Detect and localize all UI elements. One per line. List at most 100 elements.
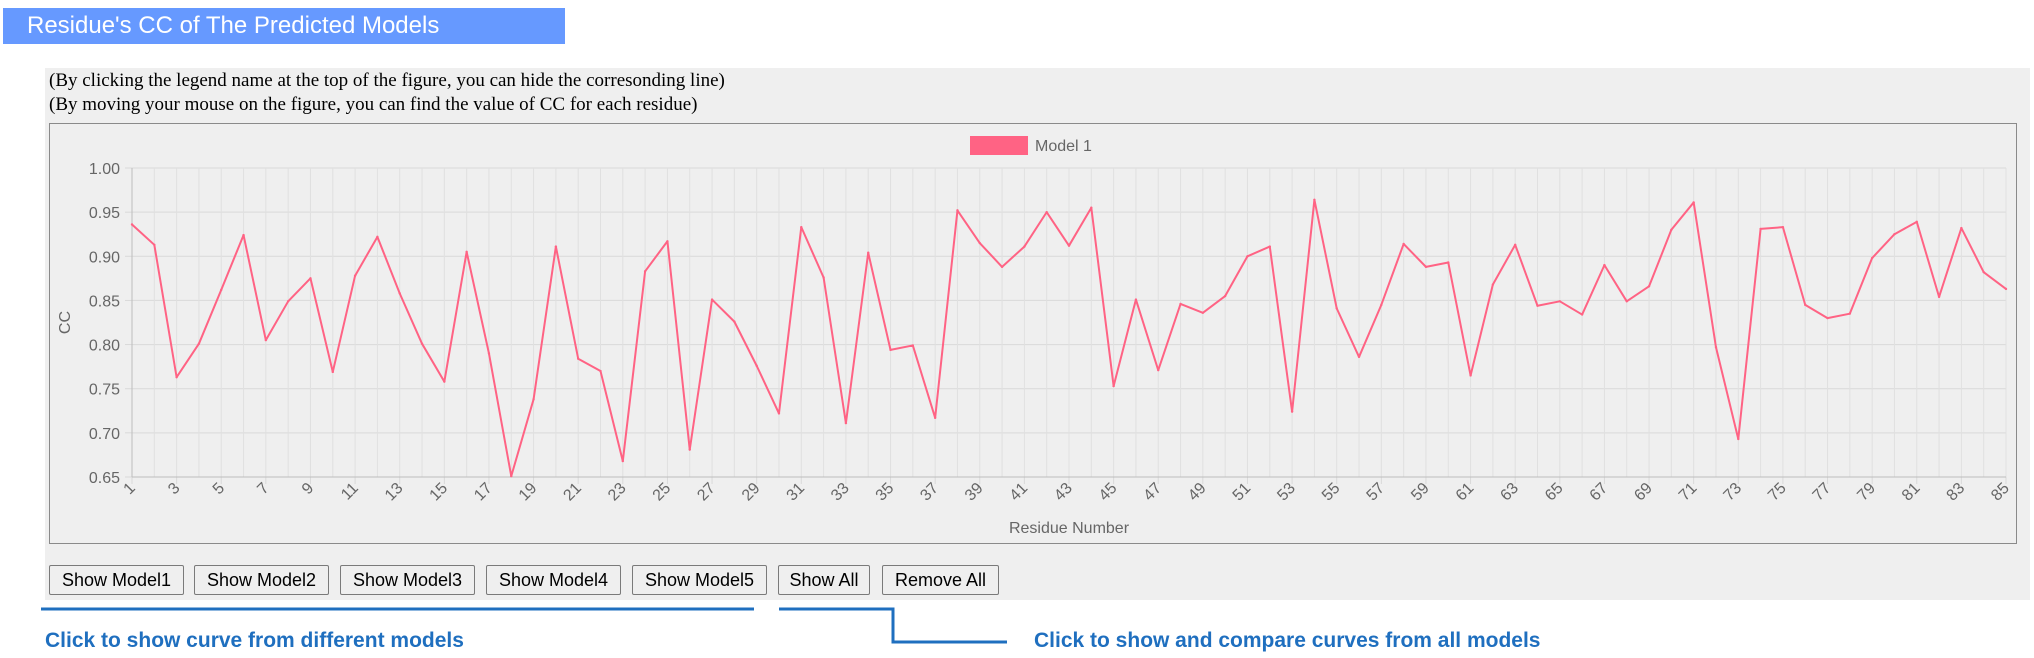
x-tick-label: 67 <box>1587 480 1612 505</box>
legend-swatch[interactable] <box>970 136 1028 155</box>
data-point <box>599 369 602 373</box>
data-point <box>822 276 825 279</box>
x-tick-label: 1 <box>121 480 139 498</box>
x-tick-label: 71 <box>1676 480 1701 505</box>
x-tick-label: 75 <box>1765 480 1790 505</box>
cc-chart[interactable]: 0.65 0.70 0.75 0.80 0.85 0.90 0.95 1.00 1 3 5 7 9 11 1… <box>49 123 2017 544</box>
legend-hint-note: (By clicking the legend name at the top … <box>49 70 725 91</box>
x-tick-label: 59 <box>1408 480 1433 505</box>
remove-all-button[interactable]: Remove All <box>882 565 999 595</box>
data-point <box>844 421 848 425</box>
data-point <box>554 245 558 248</box>
data-point <box>867 251 870 254</box>
data-point <box>1357 355 1361 359</box>
data-point <box>1580 313 1584 316</box>
data-point <box>911 344 915 347</box>
x-tick-label: 29 <box>739 480 764 505</box>
data-point <box>1513 243 1517 247</box>
x-tick-label: 19 <box>516 480 541 505</box>
data-point <box>1870 256 1874 260</box>
data-point <box>175 376 178 379</box>
data-point <box>331 370 334 374</box>
x-tick-label: 43 <box>1051 480 1076 505</box>
data-point <box>487 352 491 355</box>
data-point <box>1937 295 1941 299</box>
data-point <box>1603 263 1606 267</box>
x-tick-label: 61 <box>1453 480 1478 505</box>
data-point <box>264 338 268 342</box>
data-point <box>1179 302 1182 306</box>
y-tick-label: 0.75 <box>89 382 120 399</box>
x-tick-label: 35 <box>873 480 898 505</box>
data-point <box>800 225 803 229</box>
data-point <box>465 250 468 254</box>
data-point <box>1380 303 1383 307</box>
data-point <box>889 348 892 352</box>
data-point <box>532 398 535 401</box>
x-tick-label: 45 <box>1096 480 1121 505</box>
hover-hint-note: (By moving your mouse on the figure, you… <box>49 94 698 115</box>
y-tick-label: 0.70 <box>89 426 120 443</box>
data-point <box>1447 261 1450 264</box>
x-tick-label: 41 <box>1007 480 1032 505</box>
data-point <box>733 320 736 323</box>
data-point <box>1223 294 1227 298</box>
x-tick-label: 79 <box>1854 480 1879 505</box>
x-tick-label: 9 <box>299 480 317 498</box>
y-axis-title: CC <box>57 311 74 334</box>
x-tick-label: 39 <box>962 480 987 505</box>
y-tick-label: 0.90 <box>89 249 120 266</box>
x-tick-label: 17 <box>471 480 496 505</box>
data-point <box>710 298 714 301</box>
data-point <box>1246 255 1249 258</box>
data-point <box>755 364 758 367</box>
data-point <box>153 243 156 247</box>
data-point <box>1558 300 1562 303</box>
data-point <box>1826 316 1829 320</box>
data-point <box>309 277 312 280</box>
x-tick-label: 13 <box>382 480 407 505</box>
x-tick-label: 51 <box>1230 480 1255 505</box>
data-point <box>1625 300 1628 303</box>
data-point <box>1045 210 1048 214</box>
data-point <box>1090 206 1093 209</box>
x-tick-label: 11 <box>338 480 362 504</box>
data-point <box>242 233 245 237</box>
data-point <box>1737 437 1740 441</box>
x-tick-label: 5 <box>210 480 228 498</box>
data-point <box>353 274 357 277</box>
data-point <box>1424 265 1428 269</box>
data-point <box>1804 303 1807 307</box>
show-model2-button[interactable]: Show Model2 <box>194 565 329 595</box>
show-model5-button[interactable]: Show Model5 <box>632 565 767 595</box>
data-point <box>1647 285 1651 288</box>
data-point <box>576 357 580 360</box>
y-tick-label: 0.65 <box>89 470 120 487</box>
data-point <box>978 241 981 245</box>
x-tick-label: 77 <box>1810 480 1835 505</box>
x-tick-label: 21 <box>560 480 585 505</box>
show-model3-button[interactable]: Show Model3 <box>340 565 475 595</box>
data-point <box>220 288 223 292</box>
show-model1-button[interactable]: Show Model1 <box>49 565 184 595</box>
show-all-button[interactable]: Show All <box>778 565 870 595</box>
x-tick-label: 85 <box>1988 480 2013 505</box>
data-point <box>1134 298 1138 301</box>
data-point <box>1201 311 1205 314</box>
data-point <box>1067 244 1071 247</box>
data-point <box>1491 283 1495 286</box>
data-point <box>1536 304 1539 307</box>
x-tick-label: 55 <box>1319 480 1344 505</box>
x-tick-label: 81 <box>1899 480 1924 505</box>
legend-label[interactable]: Model 1 <box>1035 138 1092 155</box>
x-tick-label: 69 <box>1631 480 1656 505</box>
cc-line-chart-svg[interactable]: 0.650.700.750.800.850.900.951.001 3 5 7 9 11 1… <box>50 124 2016 543</box>
data-point <box>1313 198 1316 201</box>
data-point <box>197 342 201 345</box>
data-point <box>1402 242 1405 246</box>
data-point <box>1157 368 1160 372</box>
show-model4-button[interactable]: Show Model4 <box>486 565 621 595</box>
data-point <box>510 474 513 478</box>
x-tick-label: 25 <box>650 480 675 505</box>
x-tick-label: 31 <box>784 480 809 505</box>
